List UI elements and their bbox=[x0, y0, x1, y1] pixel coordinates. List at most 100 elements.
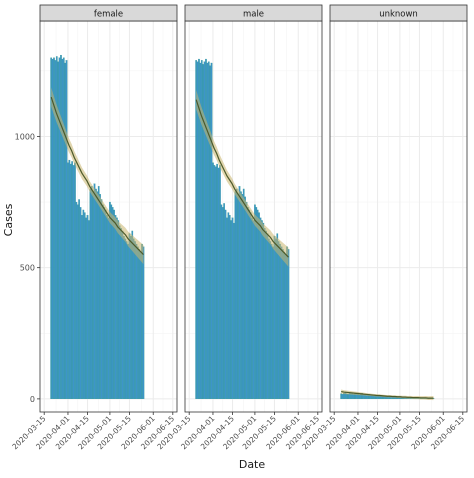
bar bbox=[76, 204, 79, 400]
bar bbox=[114, 215, 117, 400]
bar bbox=[89, 188, 92, 400]
bar bbox=[128, 233, 131, 400]
bar bbox=[270, 243, 273, 400]
bar bbox=[279, 243, 281, 400]
bar bbox=[131, 230, 134, 400]
bar bbox=[282, 249, 284, 400]
bar bbox=[83, 212, 86, 400]
bar bbox=[345, 393, 348, 400]
bar bbox=[230, 220, 232, 400]
bar bbox=[81, 215, 83, 400]
bar bbox=[238, 186, 241, 400]
bar bbox=[85, 217, 87, 400]
panel-unknown: unknown2020-03-152020-04-012020-04-15202… bbox=[300, 4, 468, 451]
bar bbox=[75, 201, 78, 400]
bar bbox=[276, 233, 279, 400]
bar bbox=[68, 159, 71, 400]
bar bbox=[286, 246, 288, 400]
bar bbox=[219, 165, 221, 400]
panel-female: female2020-03-152020-04-012020-04-152020… bbox=[10, 4, 178, 451]
bar bbox=[347, 394, 349, 400]
bar bbox=[242, 188, 245, 400]
bar bbox=[252, 220, 255, 400]
trend-confidence-band bbox=[51, 87, 144, 265]
bar bbox=[358, 394, 361, 400]
bar bbox=[259, 217, 262, 400]
bar bbox=[268, 238, 270, 400]
trend-confidence-band bbox=[196, 90, 289, 267]
bar bbox=[213, 165, 216, 400]
bar bbox=[64, 62, 66, 400]
bar bbox=[62, 57, 65, 400]
panel-background bbox=[330, 21, 467, 412]
bar bbox=[65, 60, 68, 400]
trend-line bbox=[195, 99, 289, 258]
bar bbox=[95, 188, 97, 400]
bar bbox=[233, 222, 235, 400]
bar bbox=[88, 220, 90, 400]
bar bbox=[248, 209, 251, 400]
bar bbox=[205, 58, 207, 400]
facet-strip-label: female bbox=[94, 10, 123, 20]
bar bbox=[99, 194, 101, 399]
bar bbox=[103, 207, 106, 400]
bar bbox=[139, 251, 142, 400]
x-axis-title: Date bbox=[239, 458, 266, 471]
facet-strip bbox=[39, 4, 178, 22]
bar bbox=[216, 163, 218, 400]
bar bbox=[137, 246, 139, 400]
bar bbox=[111, 207, 114, 400]
bar bbox=[261, 220, 263, 400]
bar bbox=[214, 166, 217, 400]
y-axis-title: Cases bbox=[2, 203, 15, 236]
bar bbox=[237, 194, 239, 399]
bar bbox=[110, 204, 113, 400]
bar bbox=[258, 212, 260, 400]
bar bbox=[226, 217, 228, 400]
bar bbox=[244, 196, 246, 400]
panel-male: male2020-03-152020-04-012020-04-152020-0… bbox=[155, 4, 323, 451]
bar bbox=[254, 204, 256, 400]
bar bbox=[287, 249, 290, 400]
bar bbox=[116, 217, 118, 400]
bar bbox=[245, 201, 248, 400]
bar bbox=[132, 238, 135, 400]
y-tick-label: 500 bbox=[20, 264, 35, 273]
bar bbox=[90, 186, 93, 400]
bar bbox=[241, 194, 244, 399]
bar bbox=[256, 209, 259, 400]
bar bbox=[255, 207, 258, 400]
bar bbox=[209, 65, 211, 400]
bar bbox=[50, 57, 53, 400]
facet-strip-label: unknown bbox=[379, 10, 418, 20]
bar bbox=[109, 201, 111, 400]
bar bbox=[280, 246, 283, 400]
bar bbox=[272, 246, 274, 400]
bar bbox=[212, 162, 214, 399]
bar bbox=[79, 207, 82, 400]
bar bbox=[228, 215, 231, 400]
bar bbox=[121, 230, 124, 400]
bar bbox=[240, 191, 242, 400]
bar bbox=[249, 212, 252, 400]
bar bbox=[124, 238, 127, 400]
bar bbox=[231, 217, 234, 400]
facet-strip bbox=[184, 4, 323, 22]
bar bbox=[262, 222, 265, 400]
bar bbox=[207, 61, 210, 399]
bar bbox=[247, 207, 249, 400]
bar bbox=[60, 54, 62, 400]
trend-line bbox=[50, 96, 144, 255]
bar bbox=[71, 161, 73, 400]
bar bbox=[93, 183, 96, 400]
bar bbox=[220, 204, 223, 400]
bar bbox=[113, 209, 115, 400]
bar bbox=[82, 209, 85, 400]
bar bbox=[120, 228, 122, 400]
bar bbox=[102, 204, 104, 400]
bar bbox=[130, 236, 132, 400]
bar bbox=[135, 243, 138, 400]
bar bbox=[269, 241, 272, 400]
